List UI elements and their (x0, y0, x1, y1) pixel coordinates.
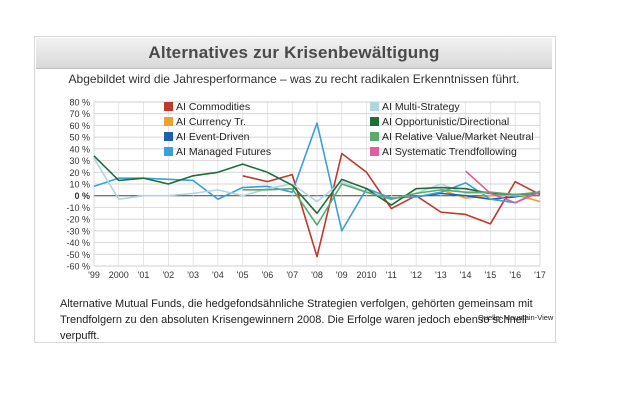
x-tick-label: '01 (138, 270, 150, 280)
legend-label: AI Relative Value/Market Neutral (382, 131, 534, 143)
legend-swatch (370, 132, 379, 141)
y-tick-label: -50 % (66, 250, 90, 260)
y-tick-label: -40 % (66, 238, 90, 248)
x-tick-label: '07 (286, 270, 298, 280)
legend-label: AI Commodities (176, 101, 250, 113)
legend-swatch (164, 102, 173, 111)
x-tick-label: '15 (485, 270, 497, 280)
x-tick-label: '14 (460, 270, 472, 280)
x-tick-label: '17 (534, 270, 546, 280)
y-tick-label: 50 % (69, 133, 90, 143)
legend-label: AI Multi-Strategy (382, 101, 460, 113)
y-tick-label: -60 % (66, 262, 90, 272)
x-tick-label: 2010 (357, 270, 377, 280)
chart-subtitle: Abgebildet wird die Jahresperformance – … (68, 72, 520, 86)
series-line (242, 183, 541, 226)
series-line (93, 122, 541, 232)
title-band: Alternatives zur Krisenbewältigung (36, 38, 552, 69)
legend-swatch (164, 147, 173, 156)
x-tick-label: '08 (311, 270, 323, 280)
series-line (465, 170, 541, 204)
y-tick-label: 10 % (69, 180, 90, 190)
legend-swatch (370, 147, 379, 156)
legend-label: AI Event-Driven (176, 131, 250, 143)
legend-swatch (164, 132, 173, 141)
x-tick-label: '05 (237, 270, 249, 280)
y-tick-label: -10 % (66, 203, 90, 213)
x-tick-label: '11 (386, 270, 397, 280)
y-tick-label: 30 % (69, 156, 90, 166)
chart-caption: Alternative Mutual Funds, die hedgefonds… (60, 298, 533, 342)
x-tick-label: '03 (187, 270, 199, 280)
source-note: Quelle: Mountain-View (478, 313, 554, 322)
legend-label: AI Systematic Trendfollowing (382, 146, 517, 158)
y-tick-label: -30 % (66, 226, 90, 236)
series-line (93, 155, 541, 215)
series-line (242, 152, 541, 258)
x-tick-label: '06 (262, 270, 274, 280)
x-tick-label: '12 (410, 270, 422, 280)
y-tick-label: 70 % (69, 109, 90, 119)
y-tick-label: 20 % (69, 168, 90, 178)
y-tick-label: 0 % (74, 191, 90, 201)
legend-swatch (164, 117, 173, 126)
x-tick-label: '02 (162, 270, 174, 280)
x-tick-label: '16 (509, 270, 521, 280)
y-tick-label: 80 % (69, 98, 90, 108)
chart-title: Alternatives zur Krisenbewältigung (148, 43, 440, 62)
legend-swatch (370, 117, 379, 126)
x-tick-label: '09 (336, 270, 348, 280)
y-tick-label: -20 % (66, 215, 90, 225)
y-tick-label: 40 % (69, 144, 90, 154)
x-tick-label: '13 (435, 270, 447, 280)
legend-swatch (370, 102, 379, 111)
legend-label: AI Opportunistic/Directional (382, 116, 509, 128)
x-tick-label: 2000 (109, 270, 129, 280)
x-tick-label: '99 (88, 270, 100, 280)
legend-label: AI Currency Tr. (176, 116, 246, 128)
series-line (93, 157, 541, 203)
legend-label: AI Managed Futures (176, 146, 271, 158)
x-tick-label: '04 (212, 270, 224, 280)
y-tick-label: 60 % (69, 121, 90, 131)
